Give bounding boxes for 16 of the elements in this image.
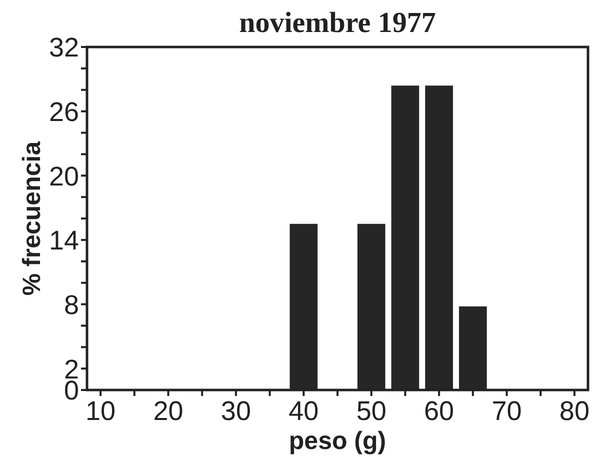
x-tick-label: 30 [220,396,251,426]
y-tick-label: 32 [48,32,79,63]
x-axis-title: peso (g) [288,427,386,455]
x-tick-label: 20 [153,396,184,426]
x-tick-label: 50 [356,396,386,426]
y-axis-title: % frecuencia [18,140,46,296]
y-tick-label: 8 [64,290,79,320]
y-tick-label: 26 [48,97,79,128]
x-tick-label: 70 [492,396,522,426]
x-tick-label: 80 [559,396,590,426]
x-tick-label: 10 [86,396,116,426]
y-tick-label: 14 [48,226,79,256]
chart-title: noviembre 1977 [239,7,436,39]
y-tick-label: 20 [48,161,79,192]
x-tick-label: 60 [424,396,454,426]
x-tick-label: 40 [288,396,319,426]
